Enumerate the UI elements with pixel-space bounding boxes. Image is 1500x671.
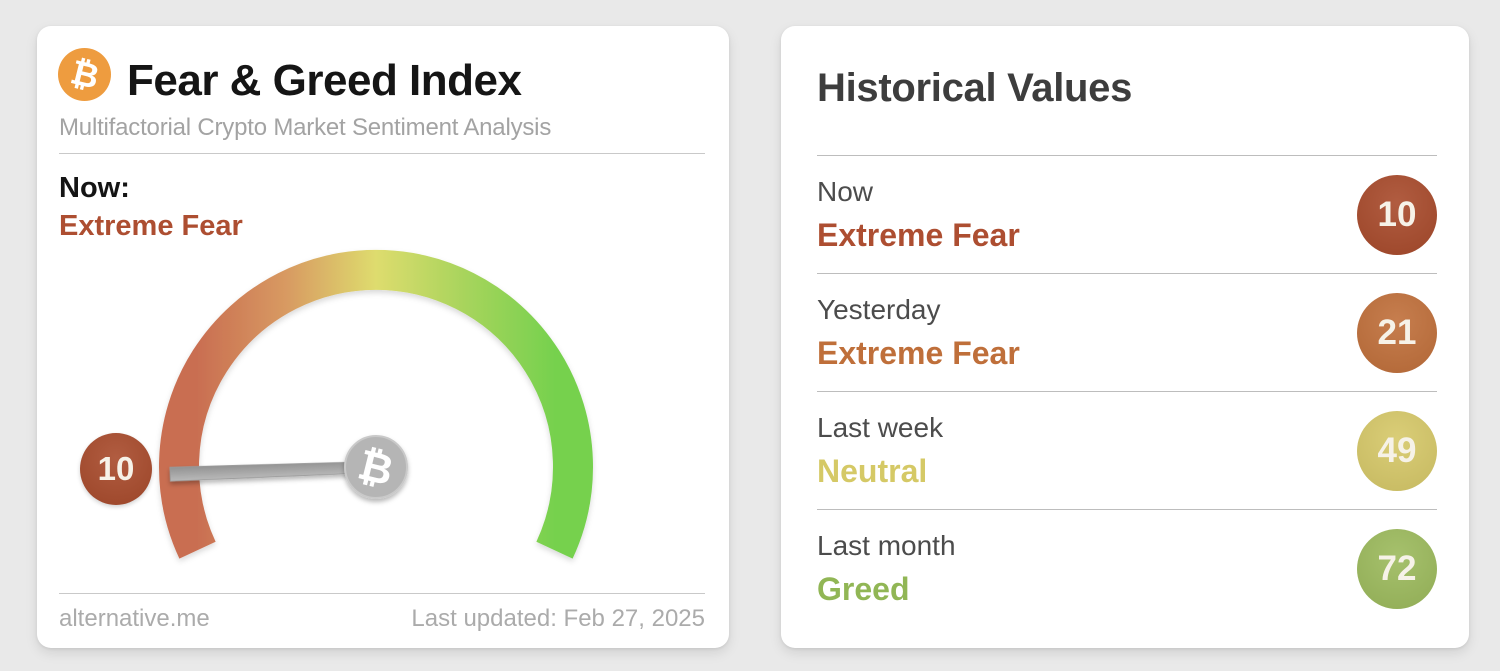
row-value-badge: 49 [1357,410,1437,491]
row-period-label: Last week [817,411,944,443]
now-label: Now: [59,172,130,204]
row-value-badge: 10 [1357,174,1437,255]
historical-rows: Now Extreme Fear 10 Yesterday Extreme Fe… [817,155,1437,628]
last-updated-text: Last updated: Feb 27, 2025 [411,605,705,632]
gauge-value-badge: 10 [80,433,152,505]
row-value-badge: 72 [1357,529,1437,609]
row-period-label: Now [817,175,874,207]
historical-row-last-week: Last week Neutral 49 [817,392,1437,510]
bitcoin-hub-icon: ₿ [353,440,398,496]
source-link[interactable]: alternative.me [59,605,210,632]
row-classification: Extreme Fear [817,334,1020,371]
gauge-value: 10 [97,450,135,487]
row-classification: Neutral [817,452,928,489]
row-classification: Extreme Fear [817,216,1020,253]
gauge-arc [159,249,593,559]
row-period-label: Last month [817,530,956,561]
historical-row-now: Now Extreme Fear 10 [817,156,1437,274]
bitcoin-logo-icon: ₿ [58,48,111,101]
row-value: 10 [1377,194,1417,234]
bitcoin-symbol: ₿ [66,51,103,98]
gauge-hub [344,435,408,499]
header-divider [59,153,705,154]
historical-title: Historical Values [817,66,1133,110]
row-value: 21 [1377,312,1417,352]
card-footer: alternative.me Last updated: Feb 27, 202… [59,605,705,633]
fear-greed-card: ₿ Fear & Greed Index Multifactorial Cryp… [37,26,729,648]
card-subtitle: Multifactorial Crypto Market Sentiment A… [59,114,552,141]
historical-row-yesterday: Yesterday Extreme Fear 21 [817,274,1437,392]
row-value: 49 [1377,430,1417,470]
footer-divider [59,593,705,594]
now-classification: Extreme Fear [59,210,243,242]
gauge-needle [169,461,378,482]
row-period-label: Yesterday [817,293,941,325]
historical-values-card: Historical Values Now Extreme Fear 10 Ye… [781,26,1469,648]
row-value-badge: 21 [1357,292,1437,373]
row-value: 72 [1377,549,1417,588]
card-title: Fear & Greed Index [127,56,522,105]
row-classification: Greed [817,571,910,607]
historical-row-last-month: Last month Greed 72 [817,510,1437,628]
